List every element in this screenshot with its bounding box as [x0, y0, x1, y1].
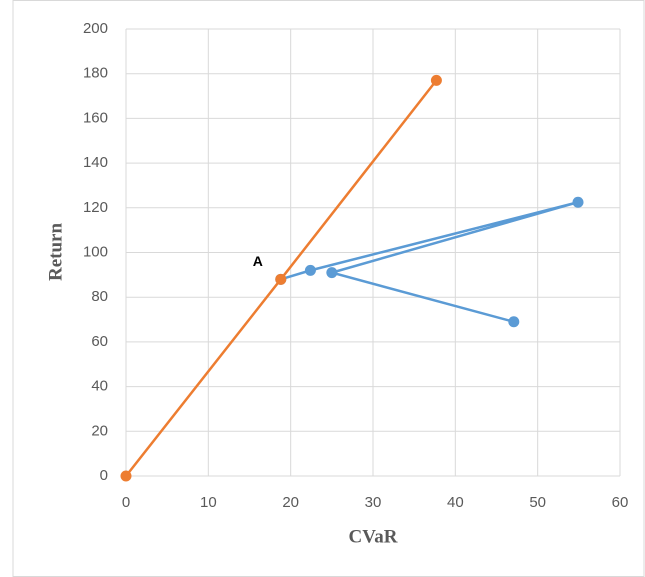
chart-frame: [12, 0, 645, 577]
y-tick-label: 40: [91, 378, 108, 395]
y-tick-label: 160: [83, 109, 108, 126]
y-tick-label: 140: [83, 154, 108, 171]
x-tick-label: 10: [200, 494, 217, 511]
data-point: [508, 316, 520, 328]
data-point: [120, 470, 132, 482]
y-tick-label: 100: [83, 243, 108, 260]
y-tick-label: 180: [83, 65, 108, 82]
x-axis-title: CVaR: [349, 526, 398, 547]
y-tick-label: 200: [83, 20, 108, 37]
data-point: [430, 74, 442, 86]
data-point: [326, 267, 338, 279]
x-tick-label: 50: [529, 494, 546, 511]
x-tick-label: 60: [612, 494, 629, 511]
y-axis-title: Return: [45, 223, 66, 281]
y-tick-label: 0: [100, 467, 108, 484]
x-tick-label: 40: [447, 494, 464, 511]
y-tick-label: 60: [91, 333, 108, 350]
x-tick-label: 30: [365, 494, 382, 511]
annotation: A: [253, 253, 263, 269]
x-tick-label: 0: [122, 494, 130, 511]
y-tick-label: 80: [91, 288, 108, 305]
data-point: [304, 264, 316, 276]
data-point: [275, 273, 287, 285]
data-point: [572, 196, 584, 208]
y-tick-label: 120: [83, 199, 108, 216]
x-tick-label: 20: [282, 494, 299, 511]
y-tick-label: 20: [91, 422, 108, 439]
